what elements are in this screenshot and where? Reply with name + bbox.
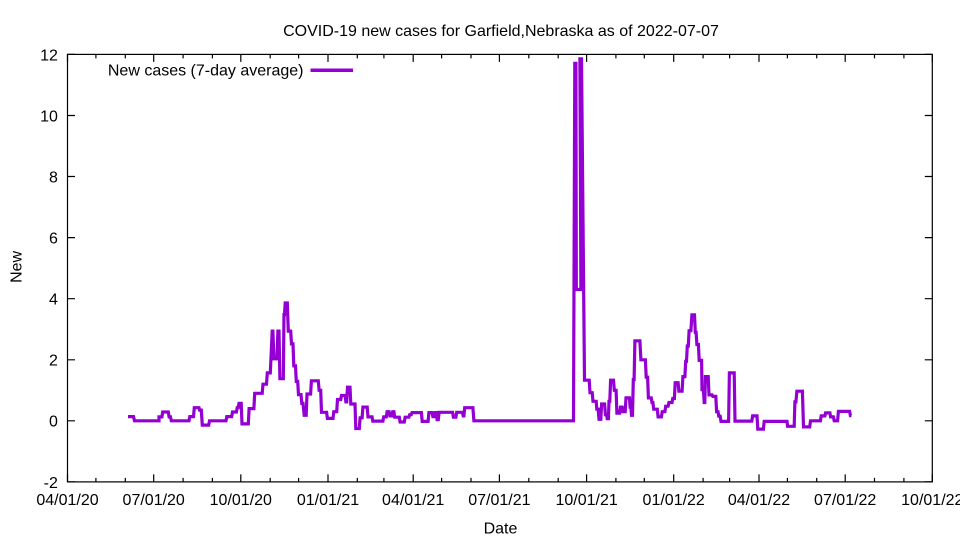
svg-text:04/01/21: 04/01/21	[382, 492, 444, 509]
svg-text:04/01/20: 04/01/20	[36, 492, 98, 509]
svg-text:2: 2	[49, 353, 58, 370]
svg-text:07/01/20: 07/01/20	[123, 492, 185, 509]
svg-text:4: 4	[49, 292, 58, 309]
svg-text:New cases (7-day average): New cases (7-day average)	[108, 63, 304, 80]
svg-text:01/01/21: 01/01/21	[297, 492, 359, 509]
svg-text:Date: Date	[484, 521, 518, 538]
svg-text:07/01/21: 07/01/21	[468, 492, 530, 509]
svg-text:12: 12	[40, 47, 58, 64]
svg-text:04/01/22: 04/01/22	[728, 492, 790, 509]
svg-text:6: 6	[49, 231, 58, 248]
svg-text:-2: -2	[44, 475, 58, 492]
svg-text:10/01/21: 10/01/21	[555, 492, 617, 509]
svg-text:10: 10	[40, 108, 58, 125]
svg-text:10/01/20: 10/01/20	[210, 492, 272, 509]
svg-text:0: 0	[49, 414, 58, 431]
svg-text:New: New	[9, 250, 26, 282]
svg-text:8: 8	[49, 169, 58, 186]
svg-text:10/01/22: 10/01/22	[901, 492, 960, 509]
svg-text:07/01/22: 07/01/22	[814, 492, 876, 509]
svg-text:COVID-19 new cases for Garfiel: COVID-19 new cases for Garfield,Nebraska…	[283, 23, 719, 40]
svg-text:01/01/22: 01/01/22	[643, 492, 705, 509]
